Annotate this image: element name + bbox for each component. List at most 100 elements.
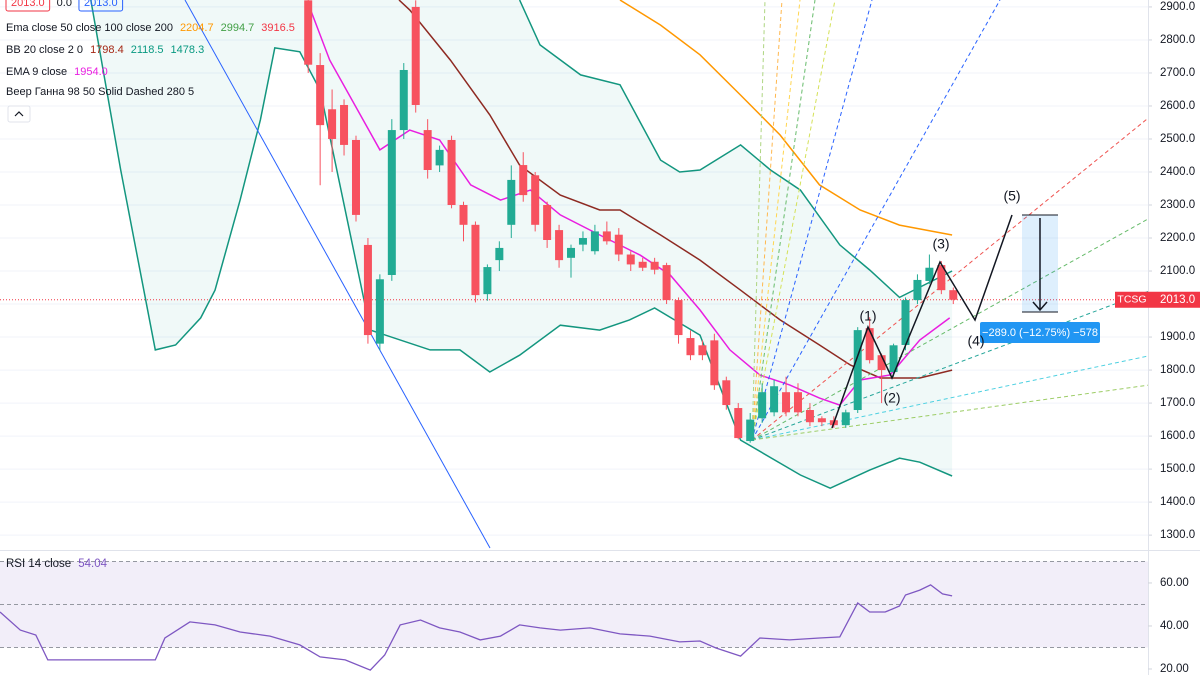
candle-body [662,265,671,301]
legend-value: 3916.5 [261,22,295,34]
legend-value: 2118.5 [131,44,164,56]
candle-body [877,355,886,371]
wave-label: (3) [932,236,949,252]
candles [304,0,958,443]
candle-body [817,418,826,423]
candle-body [674,300,683,336]
rsi-legend: RSI 14 close [6,558,71,570]
rsi-pane [0,560,1148,671]
legend-value: 1954.0 [74,66,108,78]
y-tick-label: 2900.0 [1160,1,1195,13]
candle-body [770,386,779,413]
symbol-label: TCSG [1117,294,1146,306]
candle-body [626,254,635,265]
candle-body [340,104,349,145]
candle-body [710,340,719,386]
candle-body [913,279,922,301]
legend-label: Веер Ганна 98 50 Solid Dashed 280 5 [6,86,194,98]
candle-body [889,345,898,373]
value-box [5,0,51,12]
candle-body [841,412,850,426]
y-tick-label: 40.00 [1160,620,1189,632]
indicator-line [619,0,953,236]
fan-line [751,218,1148,441]
y-tick-label: 1900.0 [1160,331,1195,343]
candle-body [483,267,492,295]
rsi-axis: 60.00 40.00 20.00 RSI 14 close 54.04 [6,558,1189,675]
fan-line [751,117,1148,441]
gann-fan [751,0,1148,441]
fan-line [751,0,801,441]
candle-body [686,338,695,356]
candle-body [507,179,516,225]
fan-line [751,0,766,441]
y-tick-label: 20.00 [1160,663,1189,675]
candle-body [746,419,755,442]
candle-body [937,265,946,291]
y-tick-label: 1300.0 [1160,529,1195,541]
fan-line [751,0,836,441]
candle-body [650,261,659,270]
collapse-button[interactable] [7,105,31,123]
symbol-tag [1115,291,1149,308]
legend-label: BB 20 close 2 0 [6,44,83,56]
candle-body [782,392,791,413]
measure-arrowhead [1032,301,1048,312]
candle-body [925,267,934,281]
fan-line [751,0,783,441]
candle-body [316,65,325,126]
candle-body [614,234,623,255]
band-fill [90,0,953,489]
y-tick-label: 2600.0 [1160,100,1195,112]
candle-body [722,380,731,406]
candle-body [567,247,576,258]
fan-line [751,384,1148,441]
y-tick-label: 2200.0 [1160,232,1195,244]
legend-value: 2994.7 [221,22,255,34]
header-value: 0.0 [57,0,72,9]
fan-line [751,0,1001,441]
y-tick-label: 2500.0 [1160,133,1195,145]
candle-body [853,330,862,411]
candle-body [865,328,874,361]
y-tick-label: 60.00 [1160,577,1189,589]
legend-value: 1798.4 [90,44,124,56]
price-axis: 2900.0 2800.0 2700.0 2600.0 2500.0 2400.0 2300… [1115,0,1200,675]
candle-body [758,392,767,419]
y-tick-label: 1600.0 [1160,430,1195,442]
candle-body [375,279,384,344]
candle-body [328,109,337,139]
y-tick-label: 2100.0 [1160,265,1195,277]
indicator-line [90,0,953,490]
grid [0,6,1148,536]
wave-label: (4) [967,333,984,349]
price-pane: −289.0 (−12.75%) −578 (1) (2) (3) (4) (5… [0,0,1148,549]
candle-body [304,0,313,65]
candle-body [495,247,504,261]
rsi-line [0,584,953,671]
candle-body [698,345,707,356]
wave-label: (2) [883,390,900,406]
candle-body [531,175,540,225]
candle-body [901,300,910,345]
y-tick-label: 2700.0 [1160,67,1195,79]
legend-value: 2204.7 [180,22,214,34]
measure-label: −289.0 (−12.75%) −578 [982,327,1098,339]
chevron-icon [14,111,24,117]
fan-line [751,290,1148,441]
candle-body [602,231,611,242]
candle-body [459,205,468,225]
fan-line [751,0,873,441]
y-tick-label: 1800.0 [1160,364,1195,376]
value-box [78,0,124,12]
wave-label: (1) [859,308,876,324]
candle-body [411,6,420,105]
candle-body [363,244,372,336]
candle-body [734,408,743,439]
legend: 2013.0 0.0 2013.0 Ema close 50 close 100 cl… [5,0,295,98]
price-tag [1149,291,1200,308]
y-tick-label: 1700.0 [1160,397,1195,409]
rsi-value: 54.04 [78,558,107,570]
y-tick-label: 1400.0 [1160,496,1195,508]
legend-label: EMA 9 close [6,66,67,78]
